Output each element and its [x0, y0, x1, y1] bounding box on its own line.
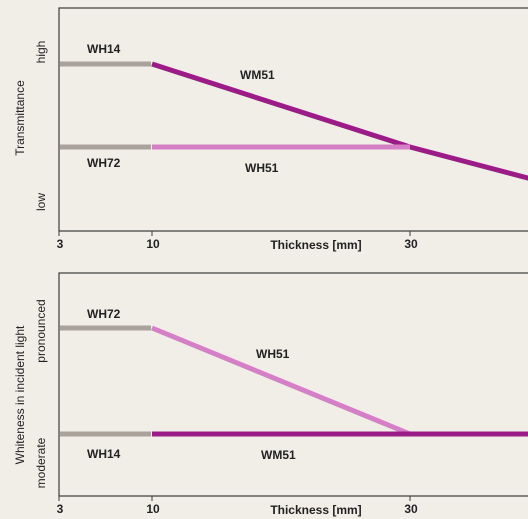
series-label-wm51-bottom: WM51	[261, 448, 296, 462]
plot-frame-top	[58, 7, 528, 232]
panel-transmittance: Transmittance high low WH14 WM51 WH72 WH…	[13, 7, 528, 252]
series-lines-bottom	[60, 325, 528, 437]
y-level-high: high	[34, 41, 48, 64]
series-label-wm51-top: WM51	[240, 68, 275, 82]
series-label-wh51-top: WH51	[245, 161, 279, 175]
y-level-low: low	[34, 193, 48, 211]
series-line-wm51-top	[151, 61, 528, 181]
series-label-wh14-top: WH14	[87, 42, 121, 56]
y-axis-label-bottom: Whiteness in incident light	[13, 325, 27, 464]
x-tick-label-10-bottom: 10	[146, 502, 160, 516]
panel-whiteness: Whiteness in incident light pronounced m…	[13, 272, 528, 517]
plot-frame-bottom	[58, 272, 528, 497]
x-tick-label-30-bottom: 30	[404, 502, 418, 516]
x-tick-label-3-top: 3	[57, 237, 64, 251]
series-label-wh72-top: WH72	[87, 156, 121, 170]
y-axis-label-top: Transmittance	[13, 80, 27, 156]
x-tick-label-30-top: 30	[404, 237, 418, 251]
x-axis-label-top: Thickness [mm]	[270, 238, 361, 252]
series-line-wh51-bottom	[151, 325, 411, 437]
x-axis-label-bottom: Thickness [mm]	[270, 503, 361, 517]
y-level-moderate: moderate	[34, 437, 48, 488]
series-label-wh51-bottom: WH51	[256, 347, 290, 361]
series-label-wh14-bottom: WH14	[87, 447, 121, 461]
y-level-pronounced: pronounced	[34, 299, 48, 362]
x-tick-label-10-top: 10	[146, 237, 160, 251]
x-tick-label-3-bottom: 3	[57, 502, 64, 516]
series-lines-top	[60, 61, 528, 181]
series-label-wh72-bottom: WH72	[87, 307, 121, 321]
